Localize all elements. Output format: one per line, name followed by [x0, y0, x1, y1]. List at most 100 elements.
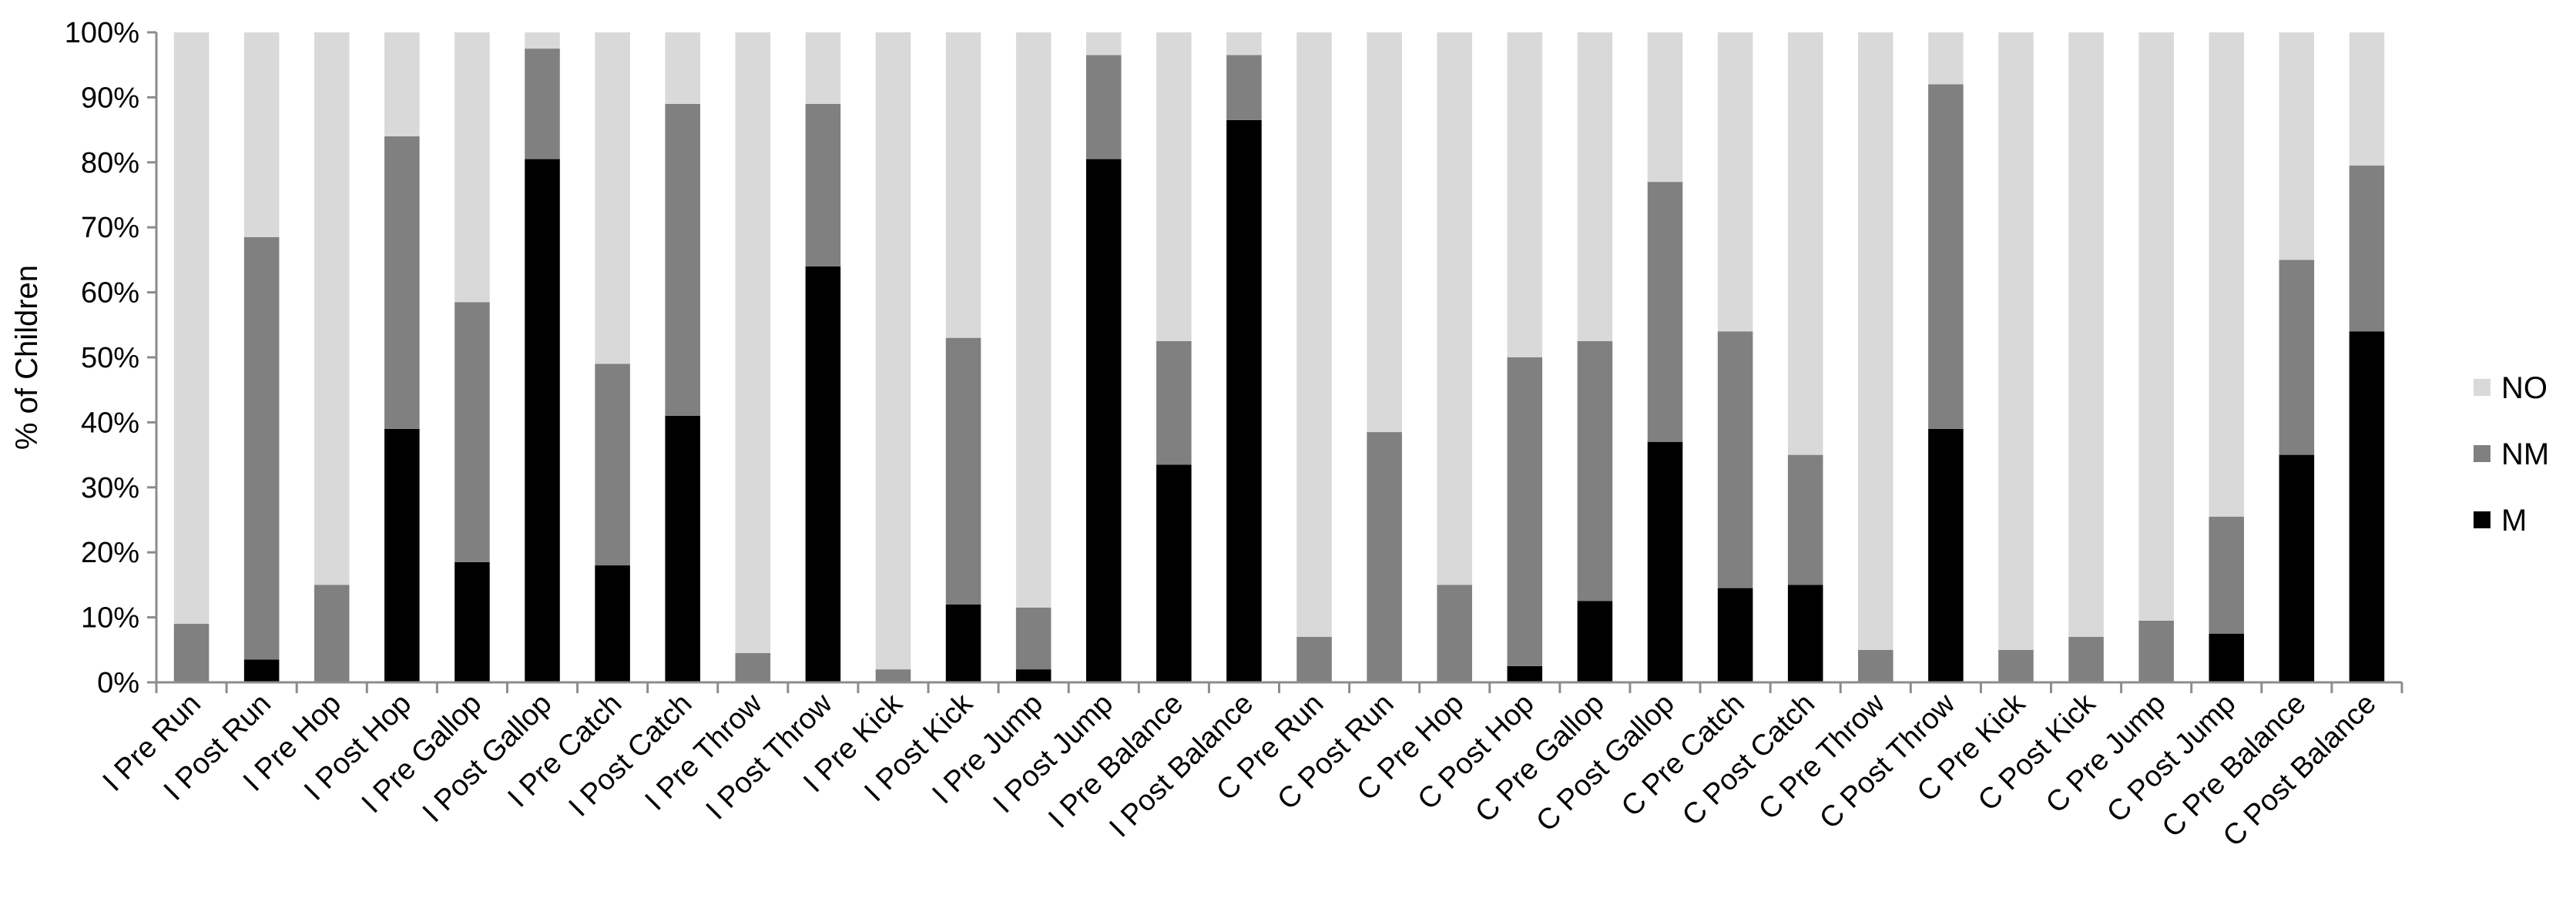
- bar-segment-nm: [1787, 454, 1823, 585]
- bar-segment-m: [945, 604, 981, 682]
- bar-segment-nm: [173, 624, 210, 682]
- bar-segment-no: [173, 32, 210, 625]
- legend-swatch-m: [2474, 511, 2490, 528]
- bar-segment-m: [2349, 331, 2385, 682]
- y-tick-label: 70%: [81, 212, 139, 244]
- bar-segment-m: [243, 659, 280, 682]
- bar-segment-nm: [1998, 649, 2034, 682]
- bar-segment-no: [243, 32, 280, 237]
- bar-segment-nm: [454, 302, 490, 562]
- y-tick-label: 50%: [81, 342, 139, 374]
- bar-segment-no: [525, 32, 560, 49]
- bar-segment-m: [454, 561, 490, 682]
- bar-segment-nm: [1367, 432, 1402, 682]
- y-tick-label: 40%: [81, 407, 139, 439]
- bar-segment-nm: [1226, 55, 1262, 120]
- bar-segment-no: [735, 32, 771, 654]
- bar-segment-nm: [735, 653, 771, 682]
- bar-segment-no: [1577, 32, 1613, 341]
- bar-segment-m: [1156, 464, 1192, 682]
- bar-segment-m: [1226, 119, 1262, 682]
- bar-segment-m: [2209, 633, 2245, 682]
- bar-segment-no: [1015, 32, 1052, 608]
- legend-swatch-no: [2474, 379, 2490, 396]
- bar-segment-no: [1367, 32, 1402, 433]
- legend: NO NM M: [2474, 371, 2549, 538]
- bar-segment-nm: [1717, 331, 1753, 588]
- bar-segment-no: [1507, 32, 1543, 357]
- bar-segment-nm: [1577, 340, 1613, 601]
- y-tick-label: 90%: [81, 82, 139, 114]
- bar-segment-no: [384, 32, 420, 137]
- y-tick-label: 0%: [97, 667, 139, 699]
- bar-segment-no: [1437, 32, 1473, 585]
- bar-segment-nm: [875, 669, 911, 682]
- bar-segment-nm: [1156, 340, 1192, 465]
- bar-segment-nm: [2138, 620, 2174, 682]
- bar-segment-no: [945, 32, 981, 338]
- bar-segment-no: [1296, 32, 1332, 637]
- bar-segment-no: [1858, 32, 1893, 650]
- bar-segment-no: [1647, 32, 1683, 183]
- legend-label-no: NO: [2501, 371, 2547, 405]
- bar-segment-no: [805, 32, 841, 104]
- bar-segment-no: [2209, 32, 2245, 517]
- bar-segment-nm: [243, 236, 280, 660]
- bar-segment-no: [2068, 32, 2104, 637]
- y-tick-label: 20%: [81, 537, 139, 569]
- bar-segment-m: [1577, 601, 1613, 682]
- bar-segment-nm: [1928, 84, 1964, 429]
- bar-segment-m: [1085, 159, 1122, 682]
- legend-swatch-nm: [2474, 445, 2490, 462]
- y-tick-label: 60%: [81, 277, 139, 310]
- bar-segment-m: [1717, 588, 1753, 682]
- bar-segment-nm: [1437, 585, 1473, 682]
- bar-segment-m: [2279, 454, 2315, 682]
- bar-segment-nm: [2068, 636, 2104, 682]
- bar-segment-nm: [1647, 182, 1683, 442]
- bar-segment-nm: [595, 364, 630, 566]
- plot-area: [173, 32, 2385, 683]
- bar-segment-no: [2138, 32, 2174, 621]
- legend-label-nm: NM: [2501, 437, 2549, 471]
- bar-segment-no: [1928, 32, 1964, 85]
- bar-segment-m: [1507, 665, 1543, 682]
- bar-segment-m: [1787, 585, 1823, 682]
- y-tick-label: 30%: [81, 472, 139, 504]
- bar-segment-nm: [314, 585, 350, 682]
- bar-segment-m: [805, 266, 841, 683]
- bar-segment-m: [384, 428, 420, 682]
- bar-segment-no: [314, 32, 350, 585]
- bar-segment-no: [2279, 32, 2315, 260]
- bar-segment-no: [454, 32, 490, 303]
- bar-segment-nm: [945, 337, 981, 605]
- legend-label-m: M: [2501, 504, 2527, 538]
- bar-segment-m: [665, 415, 700, 682]
- bar-segment-nm: [665, 103, 700, 416]
- bar-segment-no: [1156, 32, 1192, 341]
- bar-segment-m: [1928, 428, 1964, 682]
- bar-segment-no: [2349, 32, 2385, 166]
- bar-segment-nm: [1085, 55, 1122, 159]
- bar-segment-nm: [2209, 516, 2245, 634]
- bar-segment-no: [1226, 32, 1262, 55]
- bar-segment-no: [665, 32, 700, 104]
- y-axis-label: % of Children: [10, 265, 44, 450]
- bar-segment-nm: [2279, 260, 2315, 455]
- bar-segment-nm: [525, 49, 560, 159]
- bar-segment-m: [525, 159, 560, 682]
- bar-segment-no: [1085, 32, 1122, 55]
- bar-segment-nm: [1015, 607, 1052, 670]
- bar-segment-nm: [2349, 166, 2385, 332]
- bar-segment-m: [1015, 669, 1052, 682]
- y-tick-label: 100%: [65, 17, 139, 49]
- bar-segment-no: [875, 32, 911, 670]
- y-axis: 0% 10% 20% 30% 40% 50% 60% 70% 80% 90% 100%: [65, 17, 158, 699]
- bar-segment-nm: [805, 103, 841, 266]
- bar-segment-no: [595, 32, 630, 364]
- y-tick-label: 10%: [81, 602, 139, 635]
- bar-segment-m: [1647, 441, 1683, 682]
- bar-segment-nm: [1507, 357, 1543, 666]
